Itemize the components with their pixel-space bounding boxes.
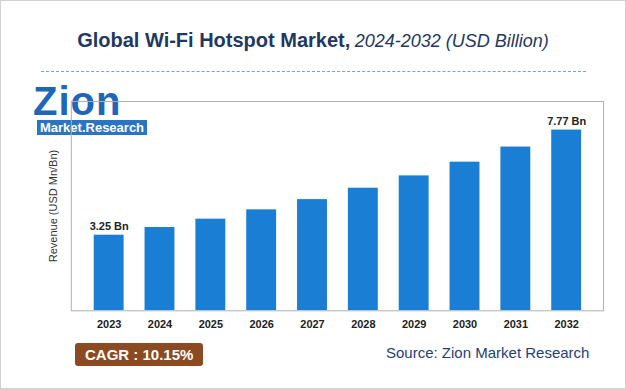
svg-text:2030: 2030 [453,318,477,330]
svg-text:2031: 2031 [504,318,528,330]
html-text:Market.Research: Market.Research [40,120,145,135]
svg-text:2029: 2029 [402,318,426,330]
svg-text:2032: 2032 [554,318,578,330]
svg-text:2027: 2027 [300,318,324,330]
html-text:Zion: Zion [33,79,122,123]
svg-text:2028: 2028 [351,318,375,330]
svg-text:2026: 2026 [249,318,273,330]
svg-text:2025: 2025 [199,318,223,330]
html-text:CAGR : 10.15%: CAGR : 10.15% [85,346,194,363]
html-text:Source: Zion Market Research: Source: Zion Market Research [386,344,590,361]
svg-text:3.25 Bn: 3.25 Bn [90,220,129,232]
svg-text:2023: 2023 [97,318,121,330]
svg-text:2024: 2024 [148,318,173,330]
html-text:Revenue (USD Mn/Bn): Revenue (USD Mn/Bn) [47,149,59,263]
html-text:Global Wi-Fi Hotspot Market, 2: Global Wi-Fi Hotspot Market, 2024-2032 (… [77,29,549,51]
svg-text:7.77 Bn: 7.77 Bn [547,115,586,127]
